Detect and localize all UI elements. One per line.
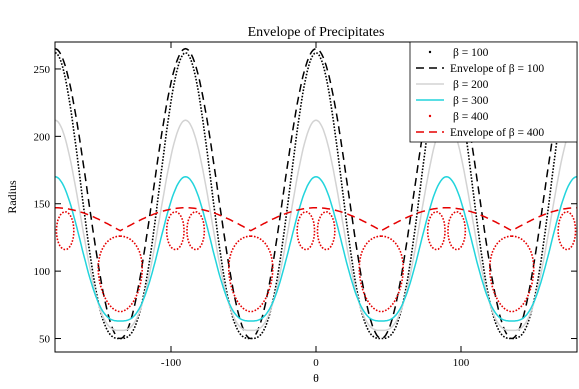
- legend-label-6: Envelope of β = 400: [450, 127, 544, 139]
- series-line-3: [55, 119, 577, 332]
- series-layer: [55, 47, 577, 340]
- y-tick-label: 150: [34, 199, 51, 211]
- legend-label-3: β = 200: [453, 79, 489, 91]
- x-tick-label: -100: [161, 357, 182, 369]
- chart-title: Envelope of Precipitates: [248, 25, 385, 40]
- series-line-6: [55, 207, 577, 232]
- y-tick-label: 100: [34, 266, 51, 278]
- legend-marker-1: [428, 50, 432, 54]
- legend-label-4: β = 300: [453, 95, 489, 107]
- legend-label-2: Envelope of β = 100: [450, 63, 544, 75]
- y-tick-label: 200: [34, 131, 51, 143]
- legend: β = 100 Envelope of β = 100 β = 200 β = 300…: [409, 41, 578, 143]
- series-line-4: [55, 176, 577, 322]
- legend-label-1: β = 100: [453, 47, 489, 59]
- x-tick-label: 0: [313, 357, 319, 369]
- y-tick-label: 250: [34, 64, 51, 76]
- legend-label-5: β = 400: [453, 111, 489, 123]
- plot-area: [55, 47, 577, 340]
- y-axis-title: Radius: [5, 180, 19, 214]
- legend-marker-5: [428, 114, 432, 118]
- series-line-5: [55, 210, 577, 313]
- legend-box: [409, 41, 578, 143]
- x-tick-label: 100: [453, 357, 470, 369]
- y-tick-label: 50: [39, 334, 51, 346]
- series-line-2: [55, 47, 577, 340]
- x-axis-title: θ: [313, 371, 319, 385]
